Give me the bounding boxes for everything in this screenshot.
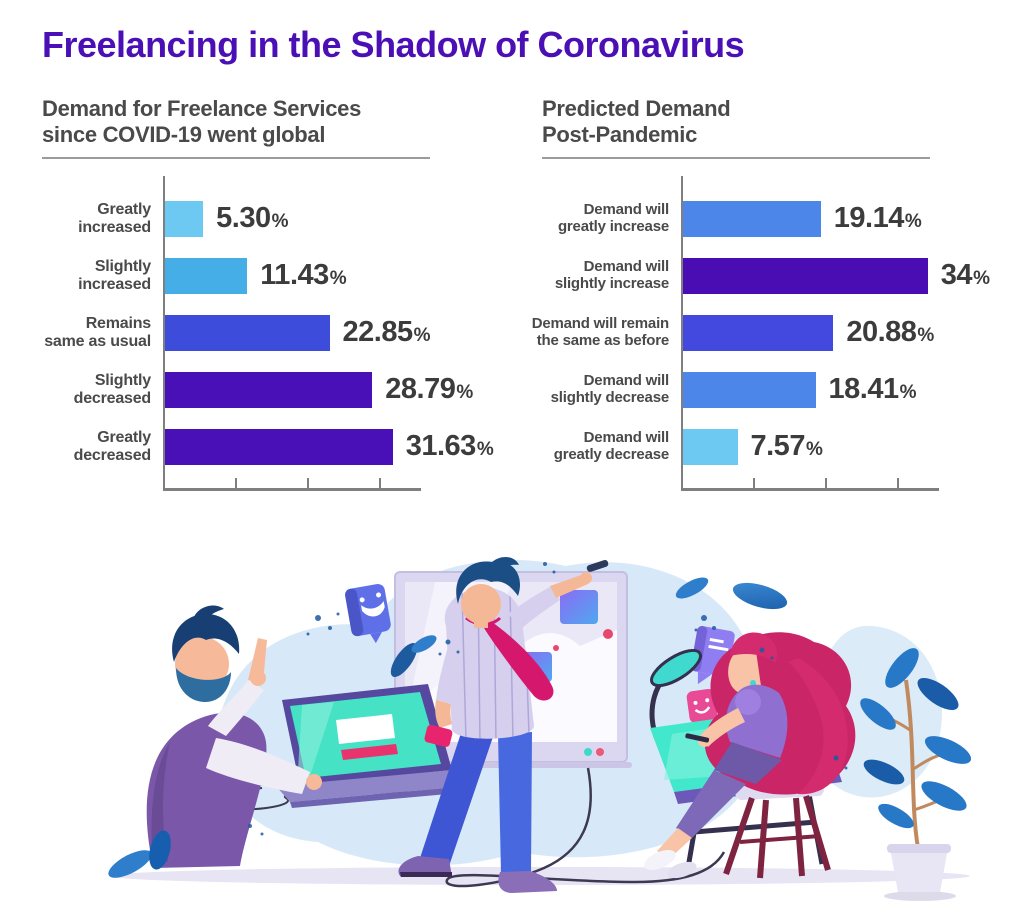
- beard: [176, 668, 231, 702]
- chart-demand-since-covid: Demand for Freelance Services since COVI…: [42, 96, 520, 492]
- jeans: [498, 732, 532, 874]
- freelancer-at-whiteboard: [398, 556, 609, 893]
- category-label: Slightly increased: [78, 258, 151, 294]
- x-axis-tick: [379, 478, 381, 489]
- bar: [165, 372, 373, 409]
- x-axis-line: [681, 488, 939, 492]
- chart-title-line: since COVID-19 went global: [42, 121, 326, 147]
- title-underline: [542, 157, 930, 160]
- jeans: [420, 730, 494, 866]
- plot-area: Demand will greatly increase 19.14% Demand …: [532, 176, 1020, 492]
- marker: [586, 559, 609, 572]
- hair: [172, 614, 240, 662]
- category-label: Demand will greatly decrease: [553, 429, 669, 464]
- x-axis-tick: [825, 478, 827, 489]
- bar: [165, 429, 393, 466]
- pink-smiley-icon: [686, 688, 718, 724]
- sleeve-arm: [206, 738, 310, 794]
- freelancers-illustration: [108, 556, 972, 901]
- leaf-decoration: [108, 577, 788, 878]
- page-title: Freelancing in the Shadow of Coronavirus: [42, 24, 745, 65]
- pants: [714, 742, 782, 784]
- smiley-notebook-icon: [345, 584, 391, 644]
- category-label: Demand will slightly increase: [554, 258, 669, 293]
- laptop: [276, 684, 470, 808]
- chart-title-line: Predicted Demand: [542, 96, 731, 121]
- value-label: 28.79%: [385, 372, 474, 405]
- bar: [683, 201, 821, 238]
- hair: [456, 561, 521, 604]
- pot: [890, 848, 948, 892]
- designer-at-drawing-tablet: [644, 632, 856, 879]
- potted-plant: [860, 648, 972, 892]
- chart-predicted-demand: Predicted Demand Post-Pandemic Demand wi…: [532, 96, 1020, 492]
- chart-title: Demand for Freelance Services since COVI…: [42, 96, 520, 147]
- ground-shadow: [884, 891, 956, 901]
- bar: [683, 429, 738, 466]
- value-label: 20.88%: [846, 315, 935, 348]
- value-label: 31.63%: [405, 429, 494, 462]
- bar: [165, 315, 330, 352]
- stylus: [685, 733, 710, 743]
- bar: [683, 315, 834, 352]
- value-label: 22.85%: [342, 315, 431, 348]
- category-label: Demand will remain the same as before: [531, 315, 669, 350]
- eraser: [424, 724, 453, 747]
- tie: [484, 622, 554, 701]
- shoe: [498, 871, 557, 893]
- x-axis-tick: [753, 478, 755, 489]
- category-label: Slightly decreased: [73, 372, 152, 408]
- category-label: Demand will greatly increase: [557, 201, 669, 236]
- y-axis-line: [681, 176, 683, 491]
- category-label: Greatly increased: [78, 201, 151, 237]
- chart-title-line: Demand for Freelance Services: [42, 96, 362, 121]
- raised-arm: [208, 680, 264, 736]
- value-label: 34%: [940, 258, 990, 291]
- bar: [165, 201, 204, 238]
- login-card: [336, 714, 395, 744]
- plot-area: Greatly increased 5.30% Slightly increased 11…: [42, 176, 520, 492]
- value-label: 5.30%: [216, 201, 289, 234]
- x-axis-tick: [307, 478, 309, 489]
- earring: [750, 680, 756, 686]
- chart-title: Predicted Demand Post-Pandemic: [542, 96, 1020, 147]
- lamp-head: [650, 648, 702, 688]
- bar: [683, 258, 928, 295]
- x-axis-tick: [897, 478, 899, 489]
- cable: [445, 767, 726, 888]
- category-label: Demand will slightly decrease: [550, 372, 670, 407]
- sticky-note: [560, 590, 598, 624]
- value-label: 7.57%: [750, 429, 823, 462]
- value-label: 18.41%: [828, 372, 917, 405]
- category-label: Remains same as usual: [44, 315, 151, 351]
- x-axis-tick: [235, 478, 237, 489]
- shoe: [398, 856, 452, 877]
- category-label: Greatly decreased: [73, 429, 152, 465]
- login-button: [341, 744, 398, 760]
- shoe: [644, 849, 676, 871]
- title-underline: [42, 157, 430, 160]
- bar: [165, 258, 248, 295]
- bar: [683, 372, 816, 409]
- chart-title-line: Post-Pandemic: [542, 121, 698, 147]
- y-axis-line: [163, 176, 165, 491]
- head: [461, 584, 501, 624]
- paint-splatter: [248, 562, 848, 836]
- x-axis-line: [163, 488, 421, 492]
- value-label: 11.43%: [260, 258, 347, 291]
- value-label: 19.14%: [833, 201, 922, 234]
